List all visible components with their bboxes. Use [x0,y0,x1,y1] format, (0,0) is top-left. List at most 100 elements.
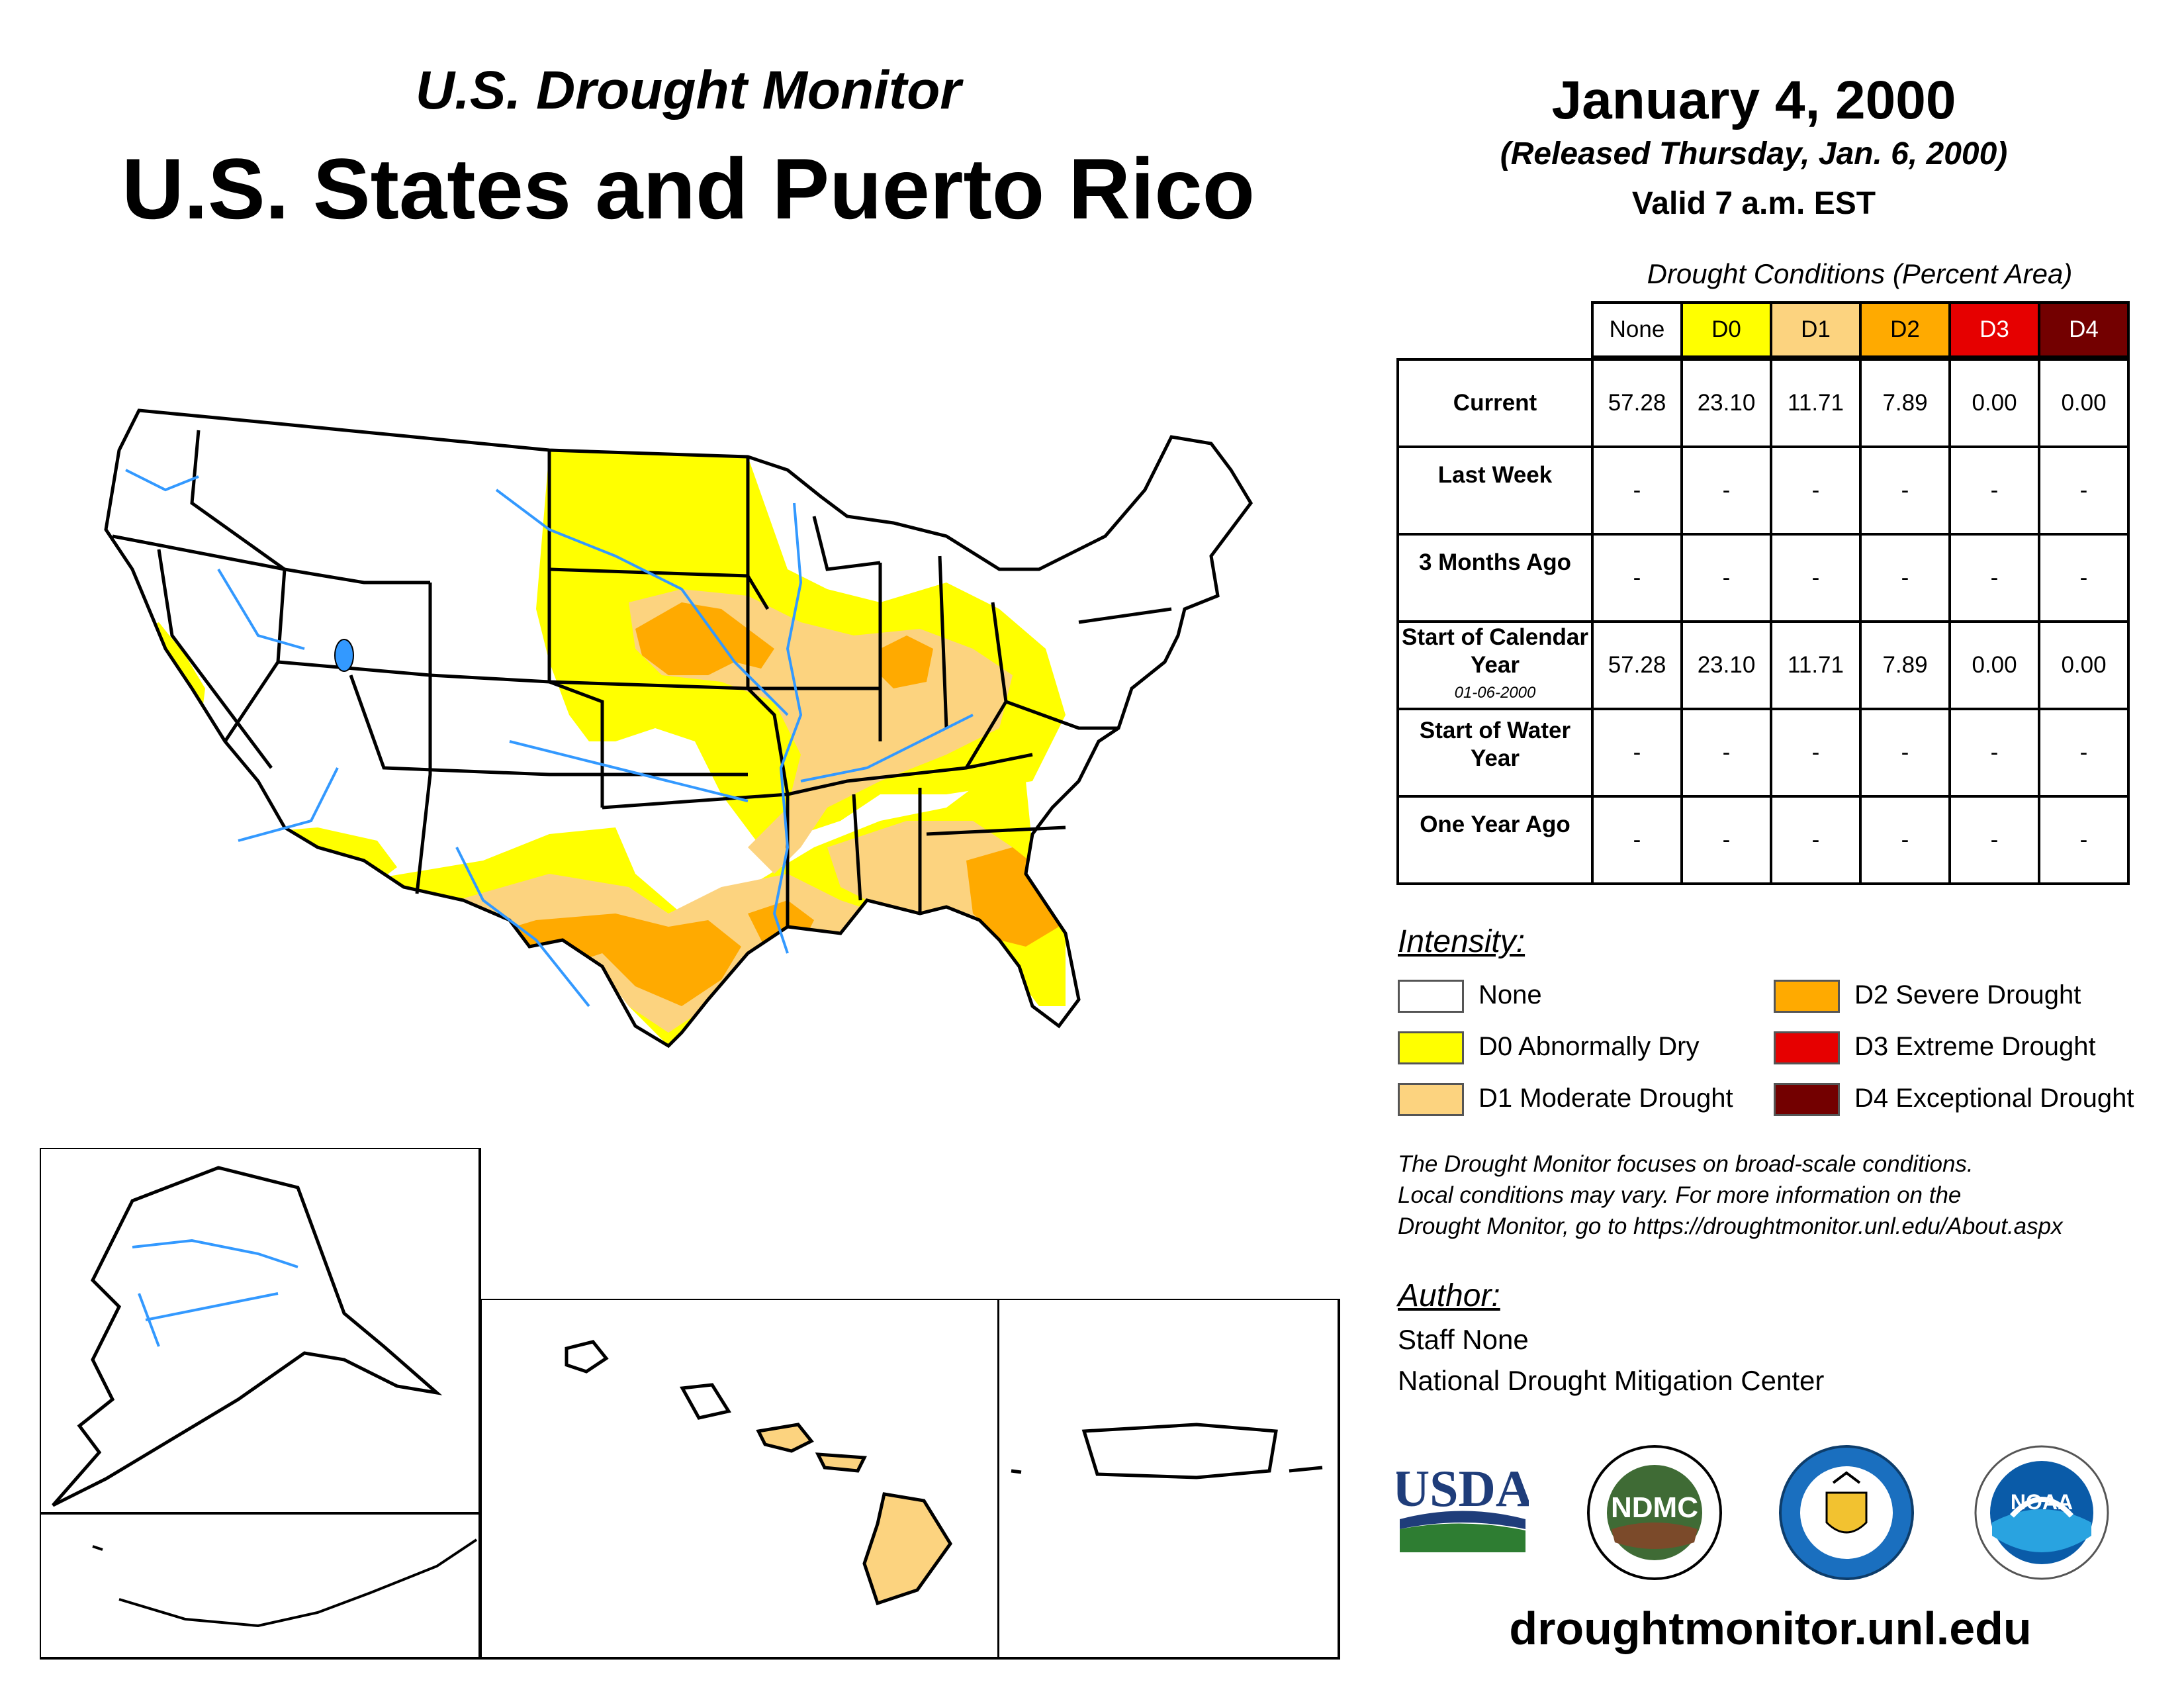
d2-georgia [966,847,1059,947]
col-header-d3: D3 [1948,301,2040,358]
cell-value: - [1680,533,1772,623]
cell-value: 0.00 [1948,358,2040,448]
legend-swatch [1774,980,1840,1013]
cell-value: 0.00 [1948,620,2040,710]
row-label: One Year Ago [1396,795,1594,885]
legend-swatch [1774,1031,1840,1065]
cell-value: 0.00 [2038,358,2130,448]
cell-value: - [1770,708,1862,798]
legend-swatch [1398,1083,1464,1117]
table-row: One Year Ago - - - - - - [1396,795,2130,885]
d2-texas [470,914,741,1006]
row-label: Start of Calendar Year [1402,624,1588,678]
d2-indiana [880,635,933,688]
author-name: Staff None [1398,1324,1529,1355]
map-date: January 4, 2000 [1551,70,1956,130]
legend-swatch [1774,1083,1840,1117]
legend-label: None [1479,980,1542,1009]
alaska-shape [52,1166,443,1507]
conus-map [104,408,1253,1049]
kauai [565,1340,609,1374]
col-header-none: None [1591,301,1683,358]
cell-value: - [2038,445,2130,536]
cell-value: 7.89 [1859,358,1951,448]
author-org: National Drought Mitigation Center [1398,1365,1825,1396]
aleutians-inset [40,1513,481,1660]
row-label: 3 Months Ago [1396,533,1594,623]
map-title: U.S. States and Puerto Rico [121,140,1255,237]
drought-conditions-table: None D0 D1 D2 D3 D4 Current 57.28 23.10 … [1396,301,2130,885]
noaa-logo: NOAA [1974,1445,2109,1580]
alaska-inset [40,1148,481,1515]
cell-value: 23.10 [1680,358,1772,448]
website-link[interactable]: droughtmonitor.unl.edu [1509,1603,2032,1654]
rivers [125,469,974,1008]
cell-value: - [1859,708,1951,798]
ndmc-logo: NDMC [1587,1445,1722,1580]
usda-logo-text: USDA [1396,1460,1529,1517]
row-label-start-calendar-year: Start of Calendar Year 01-06-2000 [1396,620,1594,710]
row-label: Current [1396,358,1594,448]
cell-value: - [1680,708,1772,798]
legend-swatch [1398,1031,1464,1065]
cell-value: - [1859,445,1951,536]
hawaii-inset [480,1299,1000,1660]
table-row: Start of Calendar Year 01-06-2000 57.28 … [1396,620,2130,710]
cell-value: - [1948,708,2040,798]
oahu [679,1383,731,1420]
disclaimer-line: Drought Monitor, go to https://droughtmo… [1398,1213,2063,1239]
aleutian-islands [92,1538,478,1628]
cell-value: 57.28 [1591,620,1683,710]
cell-value: 11.71 [1770,620,1862,710]
cell-value: - [1770,795,1862,885]
big-island [862,1492,952,1606]
col-header-d4: D4 [2038,301,2130,358]
cell-value: - [2038,708,2130,798]
cell-value: - [1859,533,1951,623]
legend-label: D3 Extreme Drought [1854,1032,2096,1061]
puerto-rico-inset [998,1299,1340,1660]
cell-value: - [2038,533,2130,623]
ndmc-logo-text: NDMC [1611,1491,1698,1524]
legend-label: D4 Exceptional Drought [1854,1084,2134,1113]
cell-value: - [1680,445,1772,536]
legend-label: D2 Severe Drought [1854,980,2081,1009]
cell-value: 11.71 [1770,358,1862,448]
cell-value: - [1680,795,1772,885]
legend-swatch [1398,980,1464,1013]
disclaimer: The Drought Monitor focuses on broad-sca… [1398,1149,2159,1242]
table-header-row: None D0 D1 D2 D3 D4 [1398,301,2130,358]
row-label: Last Week [1396,445,1594,536]
legend-label: D1 Moderate Drought [1479,1084,1733,1113]
disclaimer-line: The Drought Monitor focuses on broad-sca… [1398,1151,1974,1177]
cell-value: - [1948,795,2040,885]
cell-value: - [2038,795,2130,885]
map-subtitle: U.S. Drought Monitor [415,60,962,120]
legend-item-d0: D0 Abnormally Dry [1398,1028,1699,1065]
state-boundaries [104,408,1253,1049]
cell-value: - [1591,533,1683,623]
molokai [815,1452,867,1473]
legend-label: D0 Abnormally Dry [1479,1032,1700,1061]
disclaimer-line: Local conditions may vary. For more info… [1398,1182,1962,1208]
usda-logo: USDA [1396,1460,1529,1552]
cell-value: - [1591,445,1683,536]
col-header-d1: D1 [1770,301,1862,358]
commerce-logo [1779,1445,1914,1580]
d2-nebraska-iowa [635,602,774,675]
legend-item-d4: D4 Exceptional Drought [1774,1080,2134,1117]
great-salt-lake [334,639,354,672]
cell-value: - [1770,445,1862,536]
puerto-rico-shape [1081,1423,1278,1479]
release-date: (Released Thursday, Jan. 6, 2000) [1500,136,2008,171]
noaa-logo-text: NOAA [2011,1490,2073,1514]
valid-time: Valid 7 a.m. EST [1631,186,1876,221]
row-sublabel: 01-06-2000 [1454,684,1536,702]
col-header-d2: D2 [1859,301,1951,358]
legend-item-none: None [1398,976,1542,1013]
legend-item-d1: D1 Moderate Drought [1398,1080,1733,1117]
table-row: 3 Months Ago - - - - - - [1396,533,2130,623]
cell-value: - [1770,533,1862,623]
cell-value: 23.10 [1680,620,1772,710]
legend-title: Intensity: [1398,924,1525,959]
